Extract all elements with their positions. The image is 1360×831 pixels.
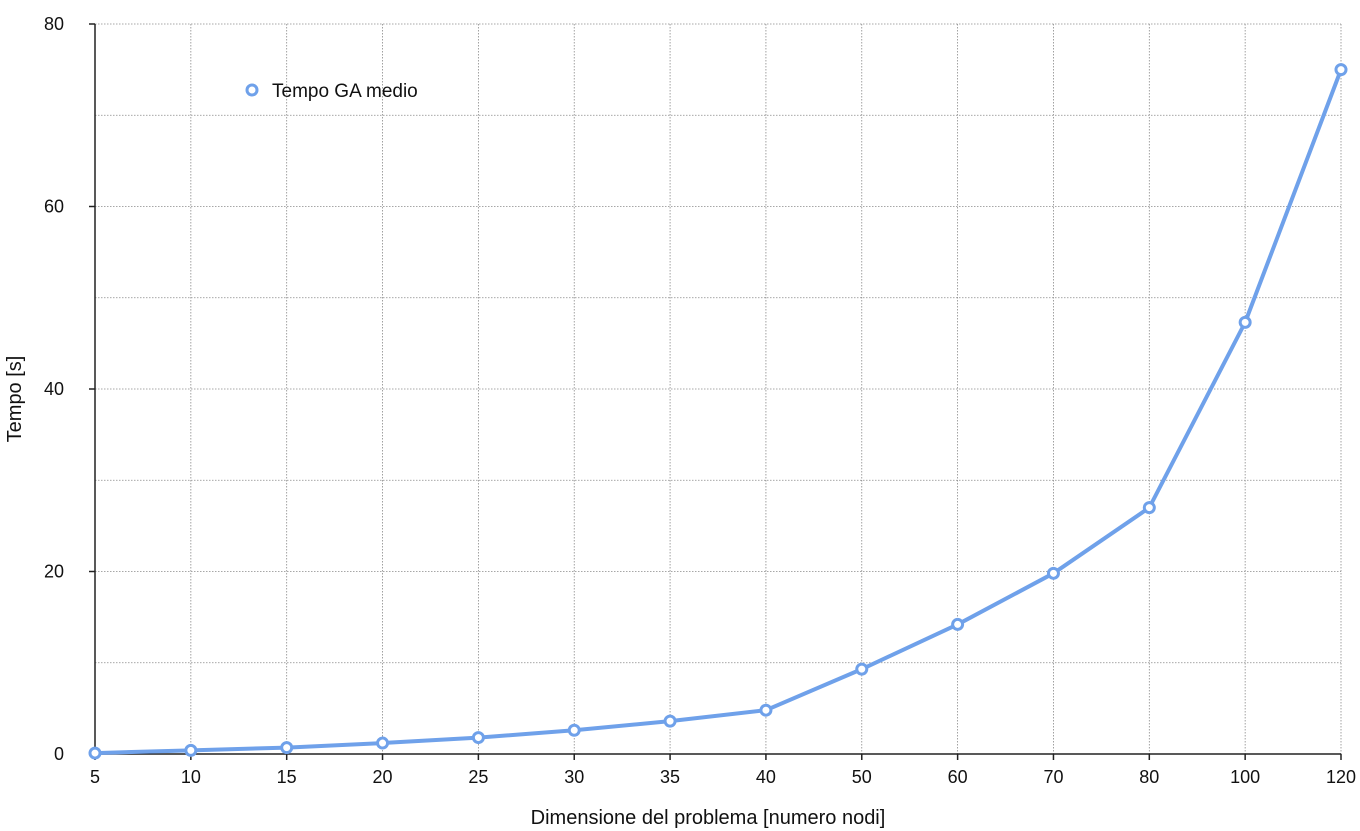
x-tick-label: 120 [1326, 767, 1356, 787]
x-tick-label: 10 [181, 767, 201, 787]
tick-labels: 0 20 40 60 80 5 10 15 20 25 30 35 40 50 60 70 80 100 120 [44, 14, 1356, 787]
data-point [855, 662, 869, 676]
data-point [1046, 566, 1060, 580]
data-point [184, 743, 198, 757]
x-tick-label: 15 [277, 767, 297, 787]
data-point [471, 731, 485, 745]
x-tick-label: 30 [564, 767, 584, 787]
y-tick-label: 40 [44, 379, 64, 399]
legend: Tempo GA medio [245, 81, 418, 102]
grid [95, 23, 1342, 754]
data-point [951, 617, 965, 631]
data-point [663, 714, 677, 728]
x-tick-label: 60 [948, 767, 968, 787]
x-tick-label: 50 [852, 767, 872, 787]
x-tick-label: 40 [756, 767, 776, 787]
data-point [1334, 63, 1348, 77]
x-tick-label: 20 [373, 767, 393, 787]
data-point [280, 741, 294, 755]
x-tick-label: 25 [468, 767, 488, 787]
x-tick-label: 70 [1043, 767, 1063, 787]
legend-marker [245, 83, 259, 97]
data-point [376, 736, 390, 750]
x-tick-label: 35 [660, 767, 680, 787]
data-point [88, 746, 102, 760]
series-line [93, 67, 1343, 756]
data-point [1238, 315, 1252, 329]
x-tick-label: 80 [1139, 767, 1159, 787]
x-tick-label: 5 [90, 767, 100, 787]
y-tick-label: 80 [44, 14, 64, 34]
x-axis-title: Dimensione del problema [numero nodi] [531, 807, 886, 829]
y-tick-label: 20 [44, 562, 64, 582]
y-tick-label: 60 [44, 197, 64, 217]
data-point [759, 703, 773, 717]
data-point [567, 723, 581, 737]
legend-label: Tempo GA medio [272, 81, 418, 102]
series-layer [88, 63, 1348, 760]
y-axis-title: Tempo [s] [4, 356, 26, 443]
axes [89, 23, 1342, 760]
data-point [1142, 501, 1156, 515]
x-tick-label: 100 [1230, 767, 1260, 787]
y-tick-label: 0 [54, 744, 64, 764]
